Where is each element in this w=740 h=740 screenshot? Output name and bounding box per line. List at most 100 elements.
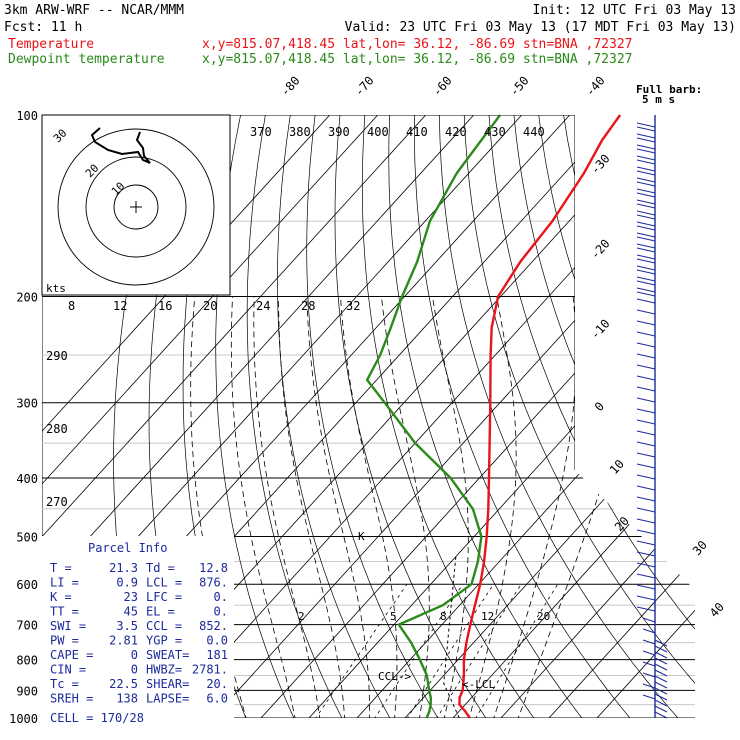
isotherm (249, 115, 695, 718)
mixing-ratio-label: 2 (298, 610, 305, 623)
wind-barb (636, 507, 656, 513)
wind-barb (642, 650, 656, 656)
parcel-value: 12.8 (199, 561, 228, 575)
wind-barb (636, 551, 656, 557)
hodograph-kts-label: kts (46, 282, 66, 295)
isotherm (537, 115, 695, 718)
wind-barb (636, 232, 656, 238)
parcel-value: 21.3 (109, 561, 138, 575)
parcel-key: CIN = (50, 663, 86, 677)
isotherm (585, 115, 695, 718)
parcel-key: Td = (146, 561, 175, 575)
pressure-label-400: 400 (16, 472, 38, 486)
parcel-key: LCL = (146, 576, 182, 590)
wind-barb (636, 247, 656, 253)
parcel-key: TT = (50, 605, 79, 619)
wind-barb (654, 711, 668, 719)
wind-barb (636, 287, 656, 293)
parcel-key: SWEAT= (146, 648, 189, 662)
wind-barb (636, 573, 656, 579)
wind-barb (636, 584, 656, 590)
wind-barb (636, 155, 656, 161)
parcel-key: HWBZ= (146, 663, 182, 677)
dry-adiabat (463, 115, 695, 718)
wind-barb (636, 203, 656, 209)
isotherm (42, 115, 427, 718)
wind-barb (636, 280, 656, 286)
wind-barb (636, 540, 656, 546)
parcel-cell: CELL = 170/28 (50, 711, 144, 725)
wind-barb (636, 133, 656, 139)
wind-barb (636, 595, 656, 601)
pressure-label-700: 700 (16, 619, 38, 633)
wind-barb (654, 669, 668, 677)
parcel-value: 0.9 (116, 576, 138, 590)
parcel-key: EL = (146, 605, 175, 619)
ccl-label: CCL-> (378, 670, 411, 683)
isotherm (201, 115, 695, 718)
parcel-value: 22.5 (109, 677, 138, 691)
dry-adiabat (215, 115, 301, 718)
valid-time: Valid: 23 UTC Fri 03 May 13 (17 MDT Fri … (345, 20, 736, 35)
wind-barb (636, 254, 656, 260)
wind-barb (636, 126, 656, 132)
isotherm-label: -50 (507, 74, 532, 99)
parcel-value: 0 (131, 648, 138, 662)
isotherm-label: -40 (583, 74, 608, 99)
wind-barb (636, 170, 656, 176)
moist-adiabat (230, 296, 298, 718)
dry-adiabat (687, 115, 695, 718)
forecast-hour: Fcst: 11 h (4, 20, 82, 35)
dry-adiabat (246, 115, 349, 718)
moist-adiabat (465, 296, 517, 718)
parcel-value: 2.81 (109, 634, 138, 648)
parcel-key: K = (50, 590, 72, 604)
wind-barb (636, 562, 656, 568)
moist-adiabat (253, 296, 322, 718)
wind-barb (636, 199, 656, 205)
wind-barb (636, 166, 656, 172)
wind-barb (636, 159, 656, 165)
isotherm-label: -20 (588, 237, 613, 262)
mixing-ratio-line (399, 583, 494, 718)
wind-barb (636, 364, 656, 370)
wind-barb (654, 687, 668, 695)
parcel-value: 181 (206, 648, 228, 662)
wind-barb (636, 269, 656, 275)
parcel-value: 852. (199, 619, 228, 633)
wind-barb (642, 694, 656, 700)
wind-barb (636, 221, 656, 227)
mixing-ratio-line (428, 583, 522, 718)
parcel-key: SWI = (50, 619, 86, 633)
dry-adiabat (488, 115, 695, 718)
wind-barb (636, 386, 656, 392)
parcel-key: PW = (50, 634, 79, 648)
parcel-value: 23 (124, 590, 138, 604)
wind-barb (636, 441, 656, 447)
isotherm-label: 0 (592, 399, 607, 414)
wind-barb (654, 681, 668, 689)
dewpoint-location: x,y=815.07,418.45 lat,lon= 36.12, -86.69… (202, 52, 632, 67)
wind-barb (636, 485, 656, 491)
wind-barb (636, 529, 656, 535)
mixing-ratio-line (306, 583, 408, 718)
hodograph-speed-label: 16 (158, 299, 172, 313)
parcel-key: T = (50, 561, 72, 575)
isotherm-label: -80 (278, 74, 303, 99)
barb-legend-title: Full barb: (636, 83, 702, 96)
pressure-label-1000: 1000 (9, 712, 38, 726)
parcel-value: 2781. (192, 663, 228, 677)
hodograph-speed-label: 28 (301, 299, 315, 313)
wind-barb (636, 177, 656, 183)
moist-adiabat (278, 296, 346, 718)
moist-adiabat (513, 296, 649, 718)
wind-barb (642, 639, 656, 645)
wind-barb (642, 617, 656, 623)
wind-barb (636, 606, 656, 612)
parcel-value: 45 (124, 605, 138, 619)
isotherm-label: 10 (607, 457, 627, 477)
wind-barb (654, 663, 668, 671)
isotherm-label: -30 (588, 152, 613, 177)
wind-barb (636, 122, 656, 128)
mixing-ratio-label: 20 (537, 610, 550, 623)
